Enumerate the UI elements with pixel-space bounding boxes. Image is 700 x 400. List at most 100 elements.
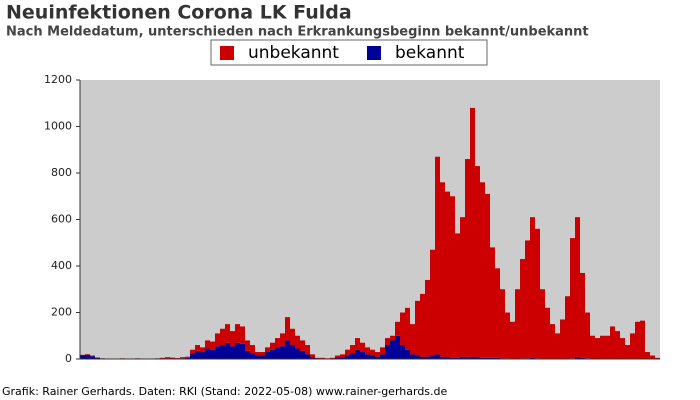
bar-segment bbox=[360, 342, 365, 353]
bar-segment bbox=[240, 326, 245, 344]
y-tick-label: 600 bbox=[51, 213, 72, 226]
bar-segment bbox=[480, 182, 485, 358]
legend-label: unbekannt bbox=[248, 43, 339, 63]
bar-segment bbox=[470, 107, 475, 357]
bar-segment bbox=[355, 338, 360, 350]
bar-segment bbox=[215, 346, 220, 359]
bar-segment bbox=[555, 333, 560, 359]
bar-segment bbox=[290, 328, 295, 346]
bar-segment bbox=[380, 354, 385, 359]
y-tick-label: 1200 bbox=[44, 73, 72, 86]
bar-segment bbox=[395, 321, 400, 336]
bar-segment bbox=[280, 346, 285, 359]
bar-segment bbox=[255, 352, 260, 356]
bar-segment bbox=[475, 166, 480, 358]
bar-segment bbox=[370, 355, 375, 359]
bar-segment bbox=[365, 354, 370, 359]
bar-segment bbox=[615, 331, 620, 359]
bar-segment bbox=[400, 345, 405, 359]
bar-segment bbox=[260, 355, 265, 359]
bar-segment bbox=[255, 355, 260, 359]
bar-segment bbox=[535, 228, 540, 359]
bar-segment bbox=[545, 307, 550, 359]
bar-segment bbox=[485, 193, 490, 358]
bar-segment bbox=[285, 340, 290, 359]
bar-segment bbox=[260, 352, 265, 356]
bar-segment bbox=[495, 268, 500, 358]
bar-segment bbox=[200, 352, 205, 359]
bar-segment bbox=[485, 357, 490, 359]
legend-swatch bbox=[220, 46, 234, 60]
bar-segment bbox=[330, 357, 335, 359]
bar-segment bbox=[650, 355, 655, 359]
bar-segment bbox=[400, 312, 405, 346]
bar-segment bbox=[550, 324, 555, 359]
bar-segment bbox=[245, 340, 250, 351]
bar-segment bbox=[230, 346, 235, 359]
bar-segment bbox=[410, 324, 415, 355]
bar-segment bbox=[440, 356, 445, 359]
bar-segment bbox=[480, 357, 485, 359]
bar-segment bbox=[430, 355, 435, 359]
bar-segment bbox=[635, 321, 640, 359]
bar-segment bbox=[250, 353, 255, 359]
bar-segment bbox=[385, 338, 390, 346]
bar-segment bbox=[215, 333, 220, 347]
plot-area bbox=[80, 80, 660, 359]
bar-segment bbox=[190, 353, 195, 359]
bar-segment bbox=[295, 348, 300, 359]
bar-segment bbox=[575, 357, 580, 359]
bar-segment bbox=[395, 335, 400, 359]
bar-segment bbox=[455, 357, 460, 359]
bar-segment bbox=[225, 324, 230, 343]
footer: Grafik: Rainer Gerhards. Daten: RKI (Sta… bbox=[2, 385, 448, 398]
bar-segment bbox=[350, 345, 355, 354]
bar-segment bbox=[435, 354, 440, 359]
bar-segment bbox=[425, 279, 430, 357]
legend-swatch bbox=[366, 46, 381, 60]
bar-segment bbox=[225, 342, 230, 359]
bar-segment bbox=[265, 347, 270, 353]
bar-segment bbox=[210, 341, 215, 350]
bar-segment bbox=[390, 340, 395, 359]
bar-segment bbox=[595, 338, 600, 359]
bar-segment bbox=[90, 356, 95, 359]
bar-segment bbox=[195, 345, 200, 351]
bar-segment bbox=[655, 357, 660, 359]
bar-segment bbox=[510, 321, 515, 359]
bar-segment bbox=[580, 272, 585, 358]
bar-segment bbox=[305, 354, 310, 359]
bar-segment bbox=[520, 259, 525, 359]
bar-segment bbox=[200, 347, 205, 353]
bar-segment bbox=[375, 352, 380, 357]
bar-segment bbox=[445, 191, 450, 358]
bar-segment bbox=[210, 349, 215, 359]
bar-segment bbox=[605, 335, 610, 359]
bar-segment bbox=[540, 289, 545, 359]
y-tick-label: 800 bbox=[51, 166, 72, 179]
bar-segment bbox=[620, 338, 625, 359]
bar-segment bbox=[160, 357, 165, 359]
bar-segment bbox=[500, 289, 505, 359]
bar-segment bbox=[560, 319, 565, 359]
bar-segment bbox=[245, 350, 250, 359]
bar-segment bbox=[415, 355, 420, 359]
bar-segment bbox=[570, 238, 575, 359]
bar-segment bbox=[345, 349, 350, 356]
y-tick-label: 1000 bbox=[44, 120, 72, 133]
bar-segment bbox=[90, 355, 95, 357]
bar-segment bbox=[445, 357, 450, 359]
legend-box bbox=[210, 39, 488, 66]
bar-segment bbox=[625, 345, 630, 359]
bar-segment bbox=[235, 324, 240, 343]
bar-segment bbox=[405, 307, 410, 350]
bar-segment bbox=[575, 217, 580, 358]
bar-segment bbox=[515, 289, 520, 359]
bar-segment bbox=[345, 355, 350, 359]
bar-segment bbox=[315, 357, 320, 359]
bar-segment bbox=[280, 333, 285, 347]
bar-segment bbox=[630, 333, 635, 359]
bar-segment bbox=[580, 357, 585, 359]
bar-segment bbox=[490, 357, 495, 359]
bar-segment bbox=[370, 349, 375, 356]
